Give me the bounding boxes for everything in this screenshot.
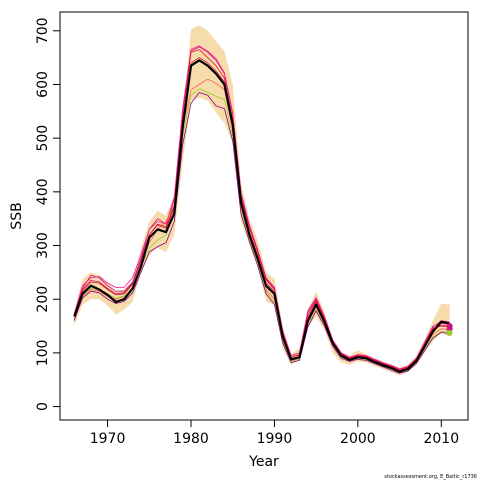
retro-series-line-7 <box>73 49 450 371</box>
x-tick-label: 2000 <box>340 431 376 447</box>
final-point-2 <box>446 325 453 332</box>
series-layer <box>73 45 450 374</box>
y-axis-title: SSB <box>9 202 25 229</box>
x-tick-label: 1980 <box>173 431 209 447</box>
y-tick-label: 100 <box>35 340 51 367</box>
plot-frame <box>59 11 469 421</box>
y-tick-label: 400 <box>35 178 51 205</box>
credit-note: stockassessment.org, E_Baltic_r1736 <box>384 474 477 480</box>
y-tick-label: 200 <box>35 286 51 313</box>
x-tick-label: 2010 <box>423 431 459 447</box>
retro-series-line-1 <box>73 57 450 372</box>
final-point-3 <box>446 330 453 337</box>
confidence-band <box>74 25 450 376</box>
retro-series-line-6 <box>73 92 450 374</box>
y-tick-label: 600 <box>35 71 51 98</box>
x-tick-label: 1990 <box>257 431 293 447</box>
x-tick-label: 1970 <box>90 431 126 447</box>
confidence-band-layer <box>74 25 450 376</box>
retro-series-line-5 <box>73 88 450 373</box>
y-tick-label: 500 <box>35 125 51 152</box>
x-axis: 1970 1980 1990 2000 2010 <box>90 419 459 447</box>
y-tick-label: 700 <box>35 17 51 44</box>
x-axis-title: Year <box>248 454 279 470</box>
y-tick-label: 300 <box>35 232 51 259</box>
final-points-layer <box>446 323 453 337</box>
retro-series-line-4 <box>73 78 450 372</box>
ssb-main-line <box>73 59 450 373</box>
retro-series-line-2 <box>73 46 450 370</box>
y-tick-label: 0 <box>35 402 51 411</box>
retro-series-line-3 <box>73 45 450 370</box>
y-axis: 0 100 200 300 400 500 600 700 <box>35 17 61 411</box>
